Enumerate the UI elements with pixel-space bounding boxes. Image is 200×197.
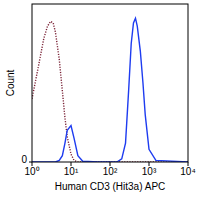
- x-tick-label: 10²: [103, 166, 118, 177]
- x-tick-label: 10¹: [64, 166, 79, 177]
- histogram-line: [32, 18, 188, 162]
- y-axis-label: Count: [5, 69, 16, 96]
- y-tick: [29, 162, 32, 163]
- plot-area: [32, 18, 188, 162]
- y-tick-label: 0: [21, 154, 27, 165]
- x-tick-label: 10⁴: [180, 166, 195, 177]
- histogram-line: [32, 21, 188, 162]
- x-tick-label: 10³: [142, 166, 157, 177]
- chart-root: 10⁰ 10¹ 10² 10³ 10⁴ 0 Human CD3 (Hit3a) APC Cou…: [0, 0, 200, 197]
- x-axis-label: Human CD3 (Hit3a) APC: [55, 181, 166, 192]
- plot-frame: [32, 4, 188, 162]
- x-tick-label: 10⁰: [24, 166, 39, 177]
- chart: 10⁰ 10¹ 10² 10³ 10⁴ 0 Human CD3 (Hit3a) APC Cou…: [0, 0, 200, 197]
